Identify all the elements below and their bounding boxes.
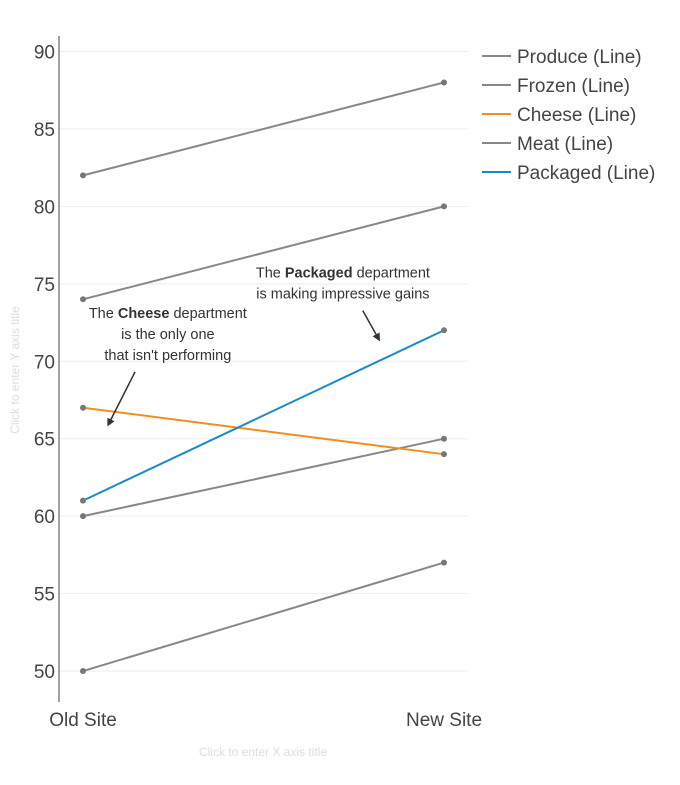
axes: 50 55 60 65 70 75 80 85 90 Old Site New Site — [34, 36, 482, 731]
legend-label: Produce (Line) — [517, 47, 642, 68]
data-point[interactable] — [441, 451, 447, 458]
annotation-span: department — [169, 306, 246, 322]
series-3[interactable] — [80, 435, 447, 520]
data-point[interactable] — [441, 79, 447, 86]
series-line[interactable] — [82, 329, 445, 502]
legend-label: Meat (Line) — [517, 134, 613, 155]
legend-item[interactable]: Cheese (Line) — [482, 105, 636, 126]
y-tick-label: 70 — [34, 352, 55, 373]
annotation-bold-text: Packaged — [285, 266, 353, 282]
annotation-span: is making impressive gains — [256, 287, 429, 303]
data-point[interactable] — [80, 497, 86, 504]
annotation-arrow — [107, 371, 136, 427]
series-5[interactable] — [80, 559, 447, 675]
series-line[interactable] — [82, 81, 445, 177]
data-point[interactable] — [441, 559, 447, 566]
annotation-text: The Cheese department — [89, 306, 247, 322]
legend-item[interactable]: Meat (Line) — [482, 134, 613, 155]
legend-item[interactable]: Packaged (Line) — [482, 163, 655, 184]
y-tick-label: 75 — [34, 275, 55, 296]
annotations: The Cheese department is the only one that… — [89, 266, 430, 427]
series-1[interactable] — [80, 203, 447, 303]
series-0[interactable] — [80, 79, 447, 179]
y-tick-label: 65 — [34, 430, 55, 451]
annotation-span: department — [353, 266, 430, 282]
y-tick-label: 90 — [34, 42, 55, 63]
legend[interactable]: Produce (Line) Frozen (Line) Cheese (Line)… — [482, 47, 655, 184]
series-line[interactable] — [82, 561, 445, 672]
data-point[interactable] — [80, 513, 86, 520]
data-point[interactable] — [80, 296, 86, 303]
series-line[interactable] — [82, 437, 445, 518]
data-point[interactable] — [441, 327, 447, 334]
series-line[interactable] — [82, 205, 445, 301]
annotation-span: The — [256, 266, 285, 282]
x-tick-label: New Site — [406, 710, 482, 731]
annotation-arrow — [362, 310, 380, 342]
series-line[interactable] — [82, 406, 445, 456]
annotation-span: The — [89, 306, 118, 322]
series-2[interactable] — [80, 404, 447, 458]
annotation[interactable]: The Packaged department is making impress… — [256, 266, 430, 342]
annotation-text: is making impressive gains — [256, 287, 429, 303]
data-point[interactable] — [80, 668, 86, 675]
legend-label: Cheese (Line) — [517, 105, 636, 126]
annotation[interactable]: The Cheese department is the only one that… — [89, 306, 247, 427]
legend-label: Frozen (Line) — [517, 76, 630, 97]
grid — [59, 50, 468, 672]
series-4[interactable] — [80, 327, 447, 504]
annotation-text: The Packaged department — [256, 266, 430, 282]
annotation-span: is the only one — [121, 327, 215, 343]
legend-label: Packaged (Line) — [517, 163, 655, 184]
annotation-span: that isn't performing — [104, 348, 231, 364]
y-tick-label: 80 — [34, 197, 55, 218]
y-tick-label: 60 — [34, 507, 55, 528]
y-tick-label: 50 — [34, 662, 55, 683]
data-point[interactable] — [80, 404, 86, 411]
data-point[interactable] — [441, 435, 447, 442]
x-tick-label: Old Site — [49, 710, 117, 731]
data-point[interactable] — [441, 203, 447, 210]
data-point[interactable] — [80, 172, 86, 179]
series-group — [80, 79, 447, 675]
annotation-text: that isn't performing — [104, 348, 231, 364]
annotation-bold-text: Cheese — [118, 306, 170, 322]
y-axis-title[interactable]: Click to enter Y axis title — [8, 306, 22, 434]
y-tick-label: 85 — [34, 120, 55, 141]
legend-item[interactable]: Frozen (Line) — [482, 76, 630, 97]
y-tick-label: 55 — [34, 585, 55, 606]
annotation-text: is the only one — [121, 327, 215, 343]
x-axis-title[interactable]: Click to enter X axis title — [199, 745, 327, 759]
legend-item[interactable]: Produce (Line) — [482, 47, 642, 68]
